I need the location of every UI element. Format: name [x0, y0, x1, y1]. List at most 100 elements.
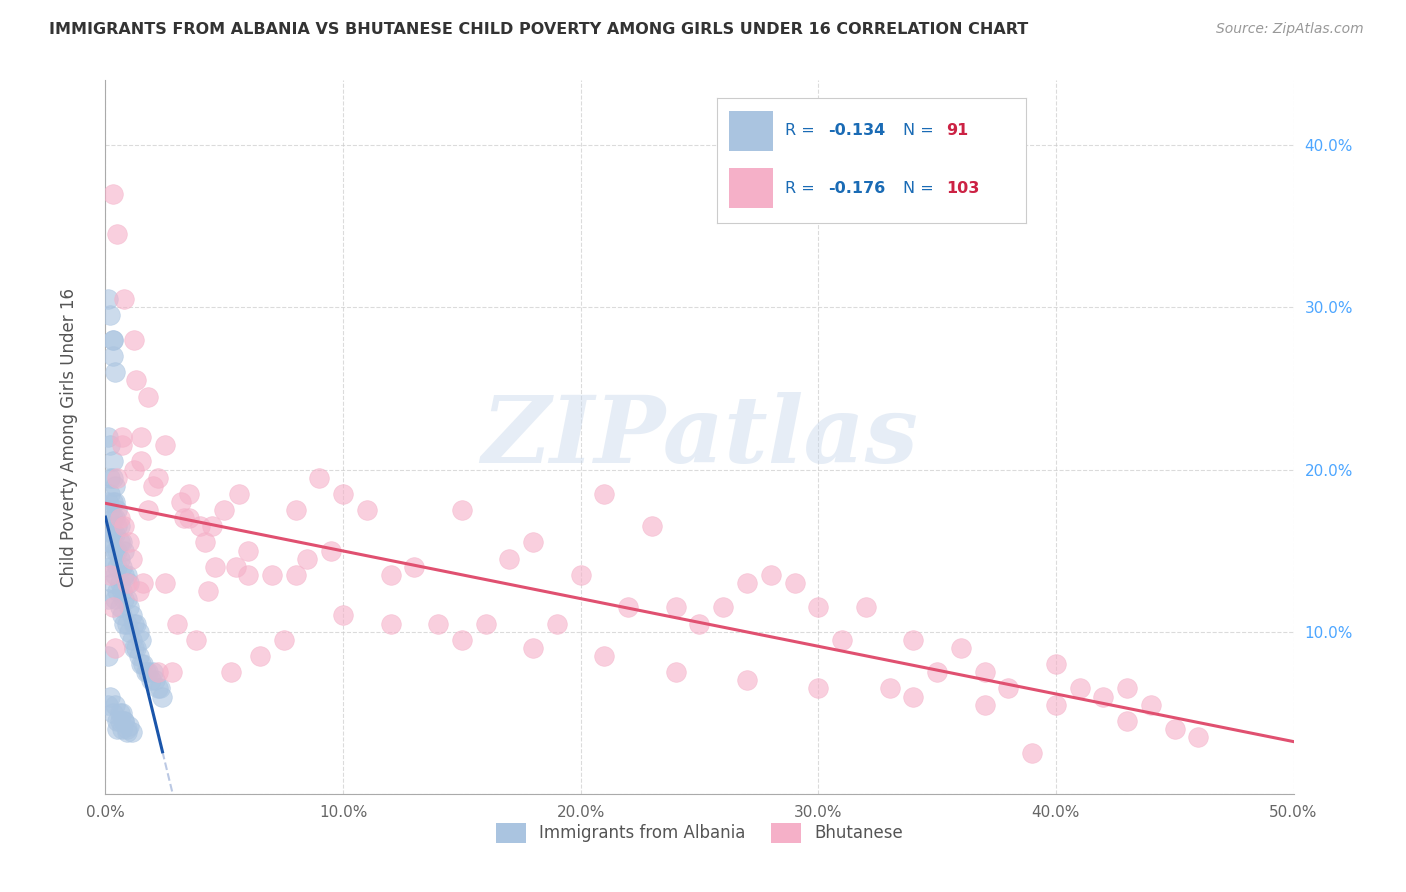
Text: Source: ZipAtlas.com: Source: ZipAtlas.com: [1216, 22, 1364, 37]
Text: -0.134: -0.134: [828, 123, 886, 138]
Point: [1140, 698, 1163, 712]
Point: [221, 665, 243, 680]
Point: [593, 487, 616, 501]
Point: [665, 665, 688, 680]
Point: [97, 292, 120, 306]
Point: [177, 487, 200, 501]
Point: [129, 657, 152, 672]
Point: [143, 673, 166, 688]
Point: [879, 681, 901, 696]
Point: [97, 495, 120, 509]
Point: [98, 535, 121, 549]
Point: [122, 462, 145, 476]
Point: [108, 519, 131, 533]
Point: [105, 470, 128, 484]
Point: [104, 479, 127, 493]
Point: [121, 608, 143, 623]
Point: [98, 438, 121, 452]
Point: [569, 568, 592, 582]
Point: [142, 479, 165, 493]
Point: [546, 616, 568, 631]
Point: [404, 559, 426, 574]
Point: [98, 519, 121, 533]
Point: [108, 714, 131, 728]
Point: [136, 390, 159, 404]
Point: [1164, 722, 1187, 736]
Point: [121, 551, 143, 566]
Point: [380, 568, 402, 582]
Point: [115, 616, 138, 631]
Point: [111, 584, 134, 599]
Point: [111, 706, 134, 720]
Text: N =: N =: [903, 180, 939, 195]
Point: [115, 576, 138, 591]
Point: [108, 511, 131, 525]
Point: [98, 470, 121, 484]
Point: [522, 640, 544, 655]
Point: [101, 186, 124, 201]
Point: [114, 714, 136, 728]
Text: IMMIGRANTS FROM ALBANIA VS BHUTANESE CHILD POVERTY AMONG GIRLS UNDER 16 CORRELAT: IMMIGRANTS FROM ALBANIA VS BHUTANESE CHI…: [49, 22, 1028, 37]
Point: [236, 543, 259, 558]
Point: [104, 365, 127, 379]
Point: [128, 584, 150, 599]
Point: [284, 503, 307, 517]
Point: [97, 430, 120, 444]
Point: [831, 632, 853, 647]
Point: [450, 503, 472, 517]
Point: [139, 673, 162, 688]
Point: [101, 706, 124, 720]
Point: [105, 584, 128, 599]
Point: [104, 698, 127, 712]
Point: [1045, 698, 1067, 712]
Point: [125, 640, 148, 655]
Point: [273, 632, 295, 647]
Point: [98, 559, 121, 574]
Point: [522, 535, 544, 549]
Text: R =: R =: [785, 123, 820, 138]
Point: [118, 624, 141, 639]
Point: [194, 535, 217, 549]
Point: [807, 681, 830, 696]
Point: [135, 665, 157, 680]
Point: [903, 632, 925, 647]
Point: [132, 576, 155, 591]
Point: [1116, 714, 1139, 728]
Point: [427, 616, 450, 631]
Y-axis label: Child Poverty Among Girls Under 16: Child Poverty Among Girls Under 16: [59, 287, 77, 587]
Point: [129, 454, 152, 468]
Point: [1187, 730, 1209, 744]
Legend: Immigrants from Albania, Bhutanese: Immigrants from Albania, Bhutanese: [489, 816, 910, 850]
Point: [128, 624, 150, 639]
Point: [121, 632, 143, 647]
Point: [101, 333, 124, 347]
Point: [260, 568, 283, 582]
Point: [104, 568, 127, 582]
Point: [125, 616, 148, 631]
Point: [136, 665, 159, 680]
Text: ZIPatlas: ZIPatlas: [481, 392, 918, 482]
Point: [101, 495, 124, 509]
Point: [104, 511, 127, 525]
Point: [321, 543, 343, 558]
Point: [114, 519, 136, 533]
Point: [356, 503, 378, 517]
Point: [1092, 690, 1115, 704]
Point: [125, 373, 148, 387]
Point: [104, 592, 127, 607]
Point: [98, 487, 121, 501]
Point: [108, 600, 131, 615]
Point: [1045, 657, 1067, 672]
Point: [111, 430, 134, 444]
Point: [146, 470, 169, 484]
Point: [104, 640, 127, 655]
Point: [170, 495, 193, 509]
Point: [855, 600, 877, 615]
Point: [450, 632, 472, 647]
Point: [665, 600, 688, 615]
Point: [249, 648, 271, 663]
Point: [228, 487, 250, 501]
Point: [204, 559, 226, 574]
Point: [997, 681, 1019, 696]
Point: [97, 535, 120, 549]
